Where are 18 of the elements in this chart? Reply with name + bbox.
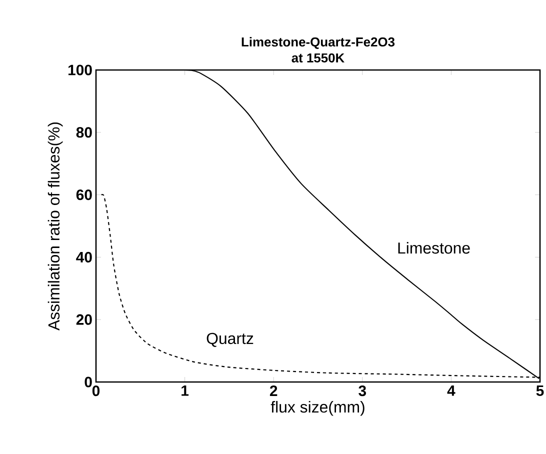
y-tick-label: 100 (68, 64, 92, 76)
y-tick-label: 20 (76, 314, 92, 325)
chart-title: Limestone-Quartz-Fe2O3 (242, 37, 395, 49)
y-tick-label: 40 (76, 252, 92, 262)
x-tick-label: 5 (536, 386, 544, 396)
x-tick-label: 3 (358, 386, 366, 396)
series-label: Quartz (206, 332, 254, 347)
x-tick-label: 2 (270, 386, 278, 396)
x-axis-title: flux size(mm) (270, 400, 364, 416)
y-tick-label: 0 (84, 376, 92, 388)
series-label: Limestone (398, 242, 470, 254)
x-tick-label: 1 (182, 386, 189, 396)
y-axis-title: Assimilation ratio of fluxes(%) (48, 122, 63, 330)
x-tick-label: 0 (92, 386, 100, 396)
x-tick-label: 4 (447, 386, 456, 396)
y-tick-label: 60 (76, 190, 92, 200)
y-tick-label: 80 (76, 127, 92, 138)
chart-subtitle: at 1550K (292, 53, 344, 62)
